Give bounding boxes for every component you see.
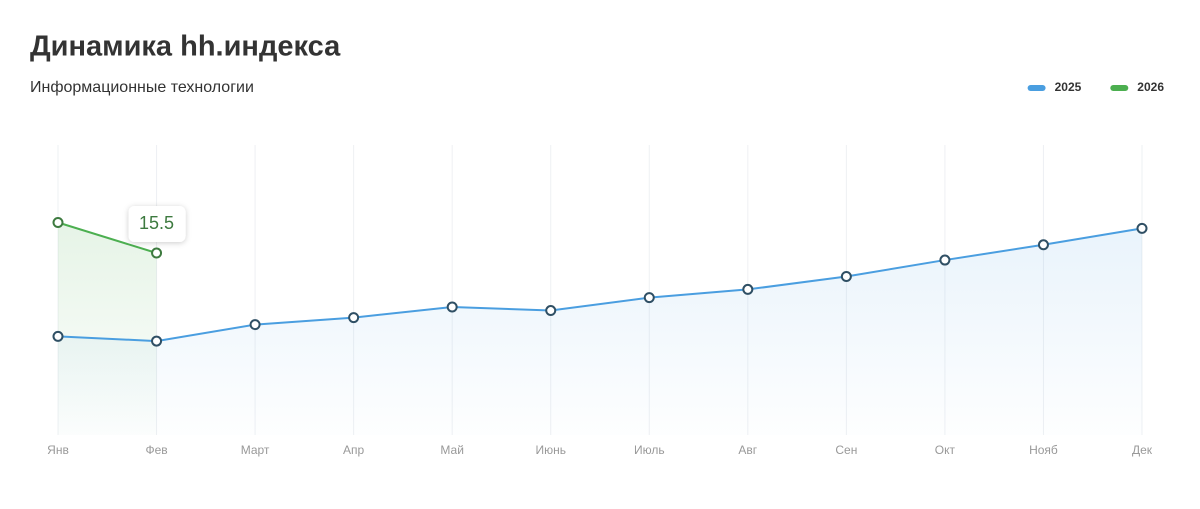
x-tick-label: Июнь — [535, 443, 566, 457]
x-tick-label: Авг — [738, 443, 757, 457]
point — [249, 319, 261, 331]
legend-swatch — [1110, 85, 1129, 91]
point — [840, 270, 852, 282]
tooltip — [128, 206, 186, 243]
point — [151, 247, 163, 259]
point — [348, 312, 360, 324]
point — [1037, 239, 1049, 251]
area — [58, 222, 157, 435]
line — [57, 221, 157, 254]
point — [545, 305, 557, 317]
point — [742, 283, 754, 295]
x-tick-label: Апр — [343, 443, 365, 457]
x-tick-label: Фев — [145, 443, 167, 457]
x-tick-label: Июль — [634, 443, 665, 457]
legend-label: 2025 — [1055, 80, 1082, 94]
point — [939, 254, 951, 266]
tooltip-value: 15.5 — [139, 213, 174, 233]
chart-title: Динамика hh.индекса — [30, 31, 341, 63]
point — [446, 301, 458, 313]
x-tick-label: Нояб — [1029, 443, 1058, 457]
chart-subtitle: Информационные технологии — [30, 79, 254, 96]
point — [1136, 222, 1148, 234]
x-tick-label: Сен — [835, 443, 857, 457]
x-tick-label: Дек — [1132, 443, 1153, 457]
point — [52, 216, 64, 228]
point — [151, 335, 163, 347]
x-tick-label: Март — [241, 443, 270, 457]
point — [643, 292, 655, 304]
x-tick-label: Янв — [47, 443, 69, 457]
x-tick-label: Май — [440, 443, 464, 457]
point — [52, 330, 64, 342]
area — [58, 228, 1142, 435]
legend-label: 2026 — [1137, 80, 1164, 94]
x-tick-label: Окт — [935, 443, 956, 457]
legend-swatch — [1027, 85, 1046, 91]
line — [57, 227, 1143, 343]
